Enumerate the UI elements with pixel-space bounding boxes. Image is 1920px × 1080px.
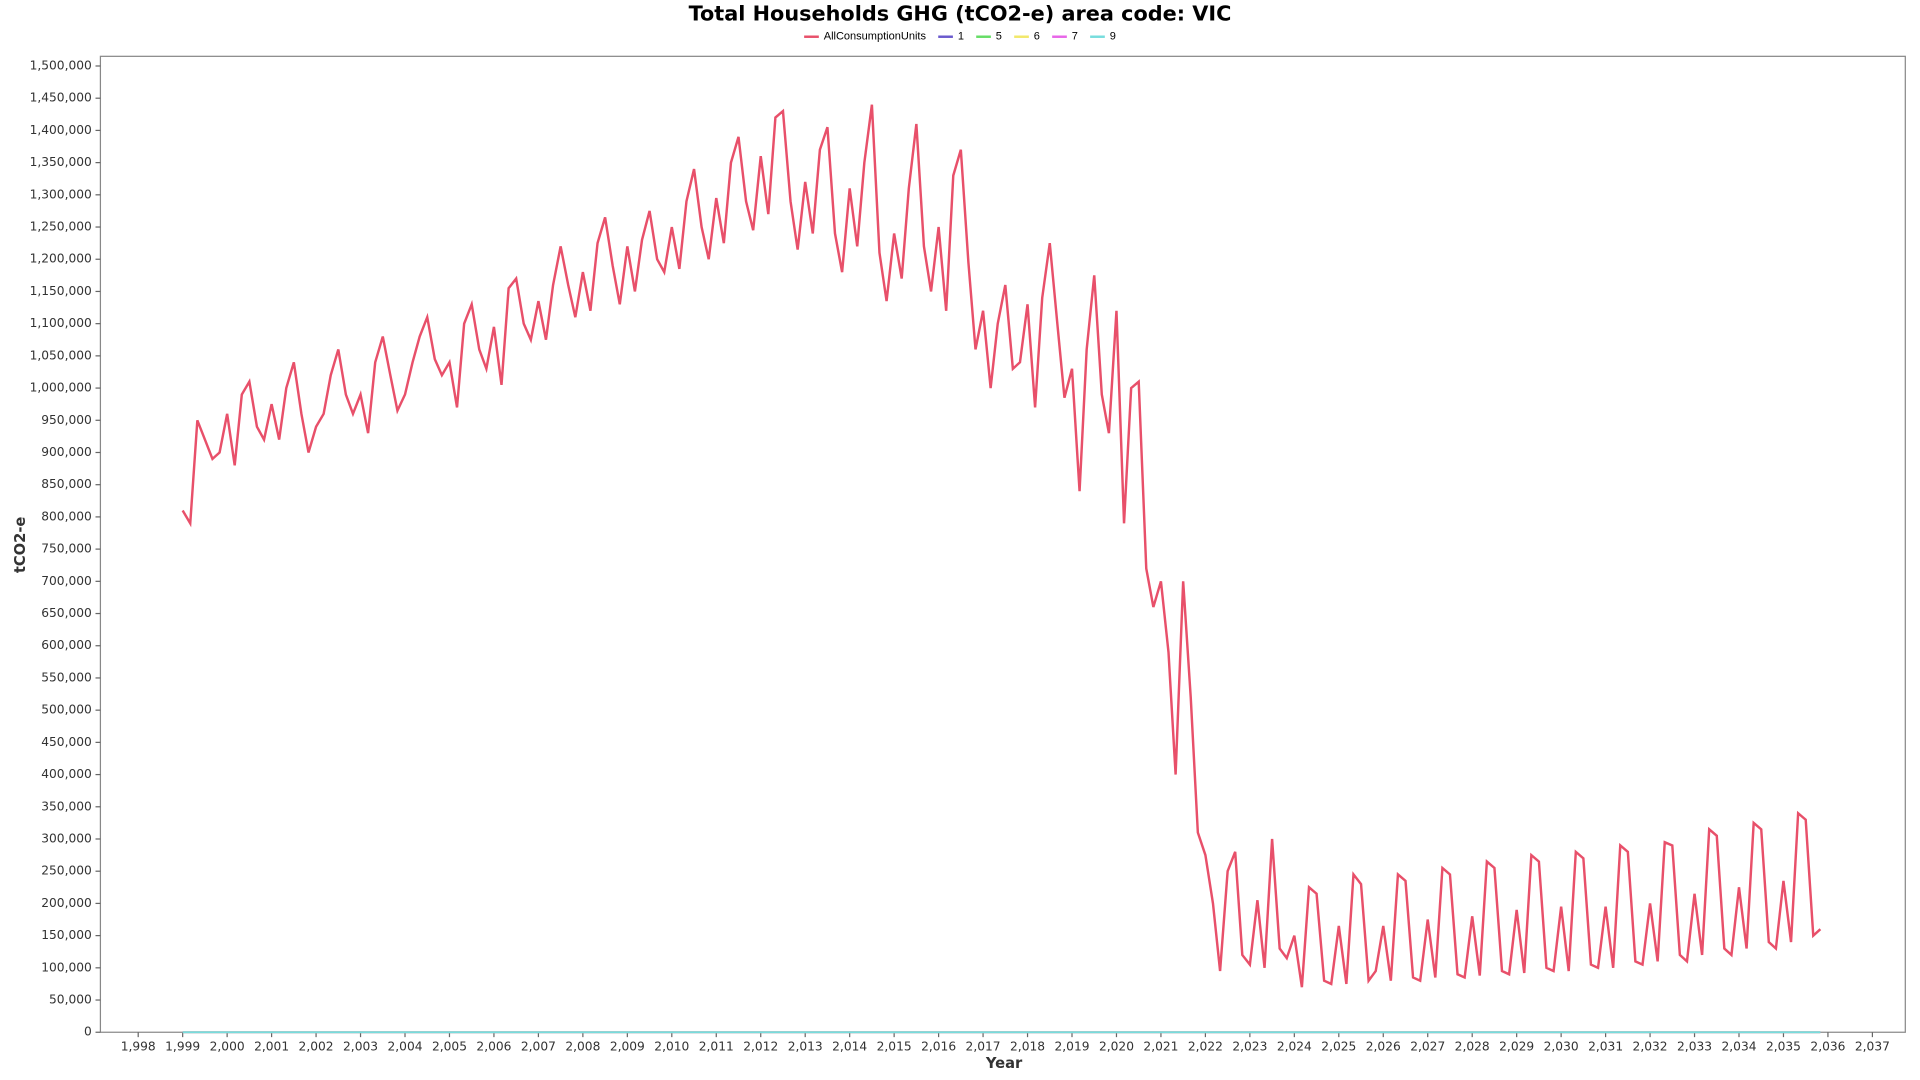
x-tick-label: 2,031 xyxy=(1588,1039,1623,1053)
x-tick-label: 2,010 xyxy=(654,1039,689,1053)
y-tick-label: 250,000 xyxy=(41,864,92,878)
x-tick-label: 2,009 xyxy=(610,1039,645,1053)
x-tick-label: 2,026 xyxy=(1366,1039,1401,1053)
y-tick-label: 1,350,000 xyxy=(30,155,92,169)
legend-label: 1 xyxy=(958,31,964,43)
y-tick-label: 650,000 xyxy=(41,606,92,620)
x-tick-label: 2,015 xyxy=(877,1039,912,1053)
x-tick-label: 2,002 xyxy=(299,1039,334,1053)
legend-label: 7 xyxy=(1072,31,1078,43)
x-tick-label: 2,029 xyxy=(1499,1039,1534,1053)
legend-label: 5 xyxy=(996,31,1002,43)
x-tick-label: 2,018 xyxy=(1010,1039,1045,1053)
y-axis-title: tCO2-e xyxy=(12,517,29,574)
y-tick-label: 450,000 xyxy=(41,735,92,749)
x-axis-title: Year xyxy=(985,1055,1023,1072)
y-tick-label: 100,000 xyxy=(41,960,92,974)
x-tick-label: 2,007 xyxy=(521,1039,556,1053)
x-tick-label: 2,030 xyxy=(1544,1039,1579,1053)
y-tick-label: 1,400,000 xyxy=(30,123,92,137)
y-tick-label: 1,300,000 xyxy=(30,187,92,201)
y-tick-label: 0 xyxy=(84,1025,92,1039)
x-tick-label: 2,001 xyxy=(254,1039,289,1053)
x-tick-label: 2,023 xyxy=(1232,1039,1267,1053)
legend-label: AllConsumptionUnits xyxy=(824,31,927,43)
y-tick-label: 700,000 xyxy=(41,574,92,588)
legend-label: 9 xyxy=(1110,31,1116,43)
x-tick-label: 2,008 xyxy=(565,1039,600,1053)
x-tick-label: 2,022 xyxy=(1188,1039,1223,1053)
x-tick-label: 2,004 xyxy=(387,1039,422,1053)
x-tick-label: 2,024 xyxy=(1277,1039,1312,1053)
y-tick-label: 600,000 xyxy=(41,638,92,652)
y-tick-label: 400,000 xyxy=(41,767,92,781)
y-tick-label: 1,200,000 xyxy=(30,252,92,266)
y-tick-label: 1,050,000 xyxy=(30,348,92,362)
x-tick-label: 2,025 xyxy=(1321,1039,1356,1053)
legend-label: 6 xyxy=(1034,31,1040,43)
x-tick-label: 2,013 xyxy=(788,1039,823,1053)
x-tick-label: 2,033 xyxy=(1677,1039,1712,1053)
y-tick-label: 950,000 xyxy=(41,413,92,427)
y-tick-label: 800,000 xyxy=(41,509,92,523)
x-tick-label: 2,032 xyxy=(1633,1039,1668,1053)
x-tick-label: 2,037 xyxy=(1855,1039,1890,1053)
y-tick-label: 150,000 xyxy=(41,928,92,942)
y-tick-label: 350,000 xyxy=(41,799,92,813)
x-tick-label: 2,028 xyxy=(1455,1039,1490,1053)
x-tick-label: 1,998 xyxy=(121,1039,156,1053)
y-tick-label: 750,000 xyxy=(41,542,92,556)
y-tick-label: 550,000 xyxy=(41,670,92,684)
x-tick-label: 2,017 xyxy=(966,1039,1001,1053)
y-tick-label: 300,000 xyxy=(41,831,92,845)
x-tick-label: 2,036 xyxy=(1810,1039,1845,1053)
y-tick-label: 500,000 xyxy=(41,703,92,717)
y-tick-label: 1,150,000 xyxy=(30,284,92,298)
x-tick-label: 2,021 xyxy=(1143,1039,1178,1053)
y-tick-label: 200,000 xyxy=(41,896,92,910)
y-tick-label: 50,000 xyxy=(49,993,92,1007)
y-tick-label: 1,000,000 xyxy=(30,381,92,395)
x-tick-label: 2,000 xyxy=(210,1039,245,1053)
plot-frame xyxy=(99,55,1906,1033)
x-tick-label: 2,034 xyxy=(1721,1039,1756,1053)
y-tick-label: 900,000 xyxy=(41,445,92,459)
chart-title: Total Households GHG (tCO2-e) area code:… xyxy=(689,2,1232,26)
x-tick-label: 2,020 xyxy=(1099,1039,1134,1053)
y-tick-label: 850,000 xyxy=(41,477,92,491)
series-line xyxy=(181,104,1822,988)
x-tick-label: 2,006 xyxy=(476,1039,511,1053)
y-tick-label: 1,450,000 xyxy=(30,91,92,105)
x-tick-label: 2,019 xyxy=(1054,1039,1089,1053)
x-tick-label: 2,035 xyxy=(1766,1039,1801,1053)
y-tick-label: 1,500,000 xyxy=(30,58,92,72)
x-tick-label: 2,027 xyxy=(1410,1039,1445,1053)
y-tick-label: 1,250,000 xyxy=(30,220,92,234)
x-tick-label: 2,014 xyxy=(832,1039,867,1053)
x-tick-label: 2,005 xyxy=(432,1039,467,1053)
x-tick-label: 2,003 xyxy=(343,1039,378,1053)
x-tick-label: 2,012 xyxy=(743,1039,778,1053)
x-tick-label: 2,016 xyxy=(921,1039,956,1053)
x-tick-label: 1,999 xyxy=(165,1039,200,1053)
x-tick-label: 2,011 xyxy=(699,1039,734,1053)
y-tick-label: 1,100,000 xyxy=(30,316,92,330)
